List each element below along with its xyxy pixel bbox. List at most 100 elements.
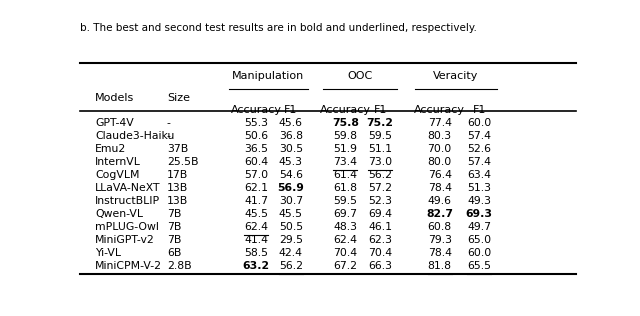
Text: 25.5B: 25.5B xyxy=(167,157,198,167)
Text: 36.8: 36.8 xyxy=(279,131,303,142)
Text: 82.7: 82.7 xyxy=(426,209,453,219)
Text: 80.0: 80.0 xyxy=(428,157,452,167)
Text: 69.3: 69.3 xyxy=(466,209,493,219)
Text: 54.6: 54.6 xyxy=(279,170,303,180)
Text: 2.8B: 2.8B xyxy=(167,261,191,271)
Text: 52.3: 52.3 xyxy=(368,196,392,206)
Text: 61.4: 61.4 xyxy=(333,170,357,180)
Text: 55.3: 55.3 xyxy=(244,118,268,129)
Text: -: - xyxy=(167,131,171,142)
Text: 37B: 37B xyxy=(167,144,188,155)
Text: LLaVA-NeXT: LLaVA-NeXT xyxy=(95,183,161,193)
Text: 7B: 7B xyxy=(167,209,181,219)
Text: 45.6: 45.6 xyxy=(279,118,303,129)
Text: 79.3: 79.3 xyxy=(428,235,452,245)
Text: 62.1: 62.1 xyxy=(244,183,268,193)
Text: Emu2: Emu2 xyxy=(95,144,126,155)
Text: 60.0: 60.0 xyxy=(467,118,492,129)
Text: 70.0: 70.0 xyxy=(428,144,452,155)
Text: 36.5: 36.5 xyxy=(244,144,268,155)
Text: 76.4: 76.4 xyxy=(428,170,452,180)
Text: Veracity: Veracity xyxy=(433,71,479,81)
Text: 59.5: 59.5 xyxy=(368,131,392,142)
Text: 63.2: 63.2 xyxy=(243,261,269,271)
Text: 60.4: 60.4 xyxy=(244,157,268,167)
Text: -: - xyxy=(167,118,171,129)
Text: 77.4: 77.4 xyxy=(428,118,452,129)
Text: F1: F1 xyxy=(472,105,486,115)
Text: 63.4: 63.4 xyxy=(467,170,492,180)
Text: 6B: 6B xyxy=(167,248,181,258)
Text: Size: Size xyxy=(167,93,190,102)
Text: 7B: 7B xyxy=(167,235,181,245)
Text: b. The best and second test results are in bold and underlined, respectively.: b. The best and second test results are … xyxy=(80,23,477,33)
Text: Claude3-Haiku: Claude3-Haiku xyxy=(95,131,174,142)
Text: 46.1: 46.1 xyxy=(368,222,392,232)
Text: 50.6: 50.6 xyxy=(244,131,268,142)
Text: 66.3: 66.3 xyxy=(368,261,392,271)
Text: F1: F1 xyxy=(284,105,298,115)
Text: 41.7: 41.7 xyxy=(244,196,268,206)
Text: 60.0: 60.0 xyxy=(467,248,492,258)
Text: 42.4: 42.4 xyxy=(279,248,303,258)
Text: 49.3: 49.3 xyxy=(467,196,492,206)
Text: MiniCPM-V-2: MiniCPM-V-2 xyxy=(95,261,162,271)
Text: InternVL: InternVL xyxy=(95,157,141,167)
Text: 41.4: 41.4 xyxy=(244,235,268,245)
Text: 75.2: 75.2 xyxy=(367,118,394,129)
Text: InstructBLIP: InstructBLIP xyxy=(95,196,160,206)
Text: 57.4: 57.4 xyxy=(467,157,492,167)
Text: 61.8: 61.8 xyxy=(333,183,357,193)
Text: 7B: 7B xyxy=(167,222,181,232)
Text: 45.3: 45.3 xyxy=(279,157,303,167)
Text: 13B: 13B xyxy=(167,196,188,206)
Text: Qwen-VL: Qwen-VL xyxy=(95,209,143,219)
Text: 67.2: 67.2 xyxy=(333,261,357,271)
Text: Accuracy: Accuracy xyxy=(230,105,282,115)
Text: MiniGPT-v2: MiniGPT-v2 xyxy=(95,235,155,245)
Text: 30.5: 30.5 xyxy=(279,144,303,155)
Text: 62.3: 62.3 xyxy=(368,235,392,245)
Text: 59.8: 59.8 xyxy=(333,131,357,142)
Text: 69.4: 69.4 xyxy=(368,209,392,219)
Text: 57.2: 57.2 xyxy=(368,183,392,193)
Text: 69.7: 69.7 xyxy=(333,209,357,219)
Text: Yi-VL: Yi-VL xyxy=(95,248,121,258)
Text: CogVLM: CogVLM xyxy=(95,170,140,180)
Text: 57.0: 57.0 xyxy=(244,170,268,180)
Text: Accuracy: Accuracy xyxy=(414,105,465,115)
Text: 52.6: 52.6 xyxy=(467,144,492,155)
Text: Models: Models xyxy=(95,93,134,102)
Text: 49.6: 49.6 xyxy=(428,196,452,206)
Text: 62.4: 62.4 xyxy=(333,235,357,245)
Text: 29.5: 29.5 xyxy=(279,235,303,245)
Text: Manipulation: Manipulation xyxy=(232,71,305,81)
Text: 78.4: 78.4 xyxy=(428,248,452,258)
Text: 62.4: 62.4 xyxy=(244,222,268,232)
Text: 56.2: 56.2 xyxy=(279,261,303,271)
Text: 51.3: 51.3 xyxy=(467,183,492,193)
Text: 30.7: 30.7 xyxy=(279,196,303,206)
Text: 59.5: 59.5 xyxy=(333,196,357,206)
Text: OOC: OOC xyxy=(348,71,373,81)
Text: 58.5: 58.5 xyxy=(244,248,268,258)
Text: 70.4: 70.4 xyxy=(333,248,357,258)
Text: 80.3: 80.3 xyxy=(428,131,452,142)
Text: 60.8: 60.8 xyxy=(428,222,452,232)
Text: 65.0: 65.0 xyxy=(467,235,492,245)
Text: F1: F1 xyxy=(373,105,387,115)
Text: 57.4: 57.4 xyxy=(467,131,492,142)
Text: mPLUG-Owl: mPLUG-Owl xyxy=(95,222,159,232)
Text: 45.5: 45.5 xyxy=(244,209,268,219)
Text: Accuracy: Accuracy xyxy=(320,105,371,115)
Text: 81.8: 81.8 xyxy=(428,261,452,271)
Text: 78.4: 78.4 xyxy=(428,183,452,193)
Text: 45.5: 45.5 xyxy=(279,209,303,219)
Text: 51.1: 51.1 xyxy=(368,144,392,155)
Text: 56.9: 56.9 xyxy=(277,183,304,193)
Text: 50.5: 50.5 xyxy=(279,222,303,232)
Text: 13B: 13B xyxy=(167,183,188,193)
Text: 49.7: 49.7 xyxy=(467,222,492,232)
Text: 17B: 17B xyxy=(167,170,188,180)
Text: 51.9: 51.9 xyxy=(333,144,357,155)
